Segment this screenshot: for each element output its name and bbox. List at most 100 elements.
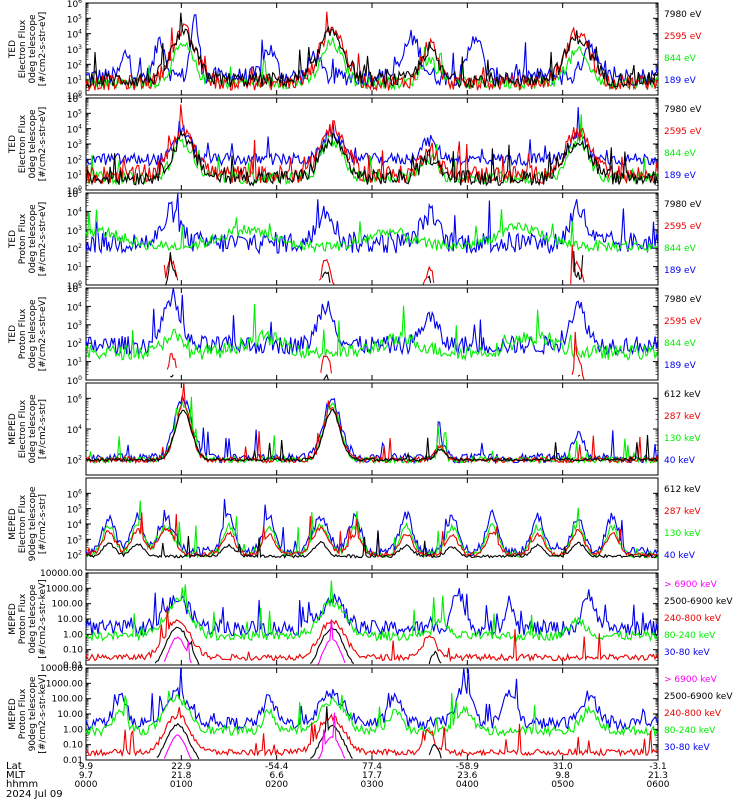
ytick-label: 100.00 [52,600,84,610]
panel-4: 100 101 102 103 104 105 TED Proton Flux 0deg tel… [8,283,702,387]
xtick-label-hhmm: 0300 [361,780,384,790]
legend-entry: 240-800 keV [664,709,722,719]
panel-ylabel: 0deg telescope [28,14,38,84]
panel-ylabel: TED [8,40,18,59]
panel-frame [85,667,659,761]
panel-ylabel: [#/cm2-s-str-eV] [38,12,48,87]
panel-ylabel: MEPED [8,603,18,635]
ytick-label: 102 [67,154,82,166]
legend-entry: 844 eV [664,244,697,254]
xtick-label-mlt: 9.7 [79,771,93,781]
panel-6: 102 103 104 105 106 MEPED Electron Flux 90deg t… [8,477,701,571]
panel-ylabel: 90deg telescope [28,676,38,751]
legend-entry: 240-800 keV [664,614,722,624]
ytick-label: 103 [67,44,82,56]
panel-8: 0.01 0.10 1.00 10.00 100.00 1000.00 10000.00 ME… [8,664,733,766]
series-80-240-kev [85,580,659,643]
ytick-label: 101 [67,170,82,182]
panel-ylabel: [#/cm2-s-str] [38,399,48,459]
legend-entry: 844 eV [664,339,697,349]
legend-entry: 2500-6900 keV [664,597,733,607]
legend-entry: 2595 eV [664,222,702,232]
xtick-label-mlt: 9.8 [556,771,571,781]
legend-entry: 80-240 keV [664,631,716,641]
ytick-label: 106 [67,488,82,500]
legend-entry: 287 keV [664,412,701,422]
panel-5: 102 104 106 MEPED Electron Flux 0deg telescop… [8,382,701,476]
ytick-label: 104 [67,519,82,531]
xtick-label-lat: 31.0 [553,762,573,772]
legend-entry: 612 keV [664,390,701,400]
legend-entry: > 6900 keV [664,675,718,685]
ytick-label: 106 [67,393,82,405]
panel-ylabel: [#/cm2-s-str-keV] [38,674,48,753]
xaxis-date: 2024 Jul 09 [6,789,63,800]
ytick-label: 100 [67,375,82,387]
legend-entry: > 6900 keV [664,580,718,590]
panel-ylabel: MEPED [8,508,18,540]
series-240-800-kev [85,606,659,663]
panel-7: 0.01 0.10 1.00 10.00 100.00 1000.00 10000.00 ME… [8,569,733,671]
panel-ylabel: Proton Flux [18,593,28,644]
ytick-label: 101 [67,357,82,369]
legend-entry: 2595 eV [664,32,702,42]
panel-ylabel: MEPED [8,413,18,445]
ytick-label: 105 [67,13,82,25]
ytick-label: 102 [67,338,82,350]
series-30-80-kev [85,667,659,732]
legend-entry: 189 eV [664,361,697,371]
legend-entry: 287 keV [664,507,701,517]
panel-ylabel: Electron Flux [18,114,28,173]
panel-ylabel: 0deg telescope [28,584,38,654]
legend-entry: 7980 eV [664,295,702,305]
series-612-kev [85,409,659,463]
panel-frame [85,477,659,571]
xtick-label-mlt: 6.6 [270,771,285,781]
series-7980-ev [85,130,659,187]
panel-frame [85,572,659,666]
xtick-label-lat: 22.9 [171,762,191,772]
panel-ylabel: Proton Flux [18,213,28,264]
legend-entry: 40 keV [664,551,696,561]
ytick-label: 101 [67,75,82,87]
legend-entry: 130 keV [664,529,701,539]
ytick-label: 1000.00 [46,679,83,689]
legend-entry: 189 eV [664,266,697,276]
series-287-kev [85,382,659,465]
series-240-800-kev [85,706,659,758]
panel-ylabel: 0deg telescope [28,204,38,274]
xtick-label-mlt: 23.6 [457,771,477,781]
ytick-label: 0.10 [63,646,83,656]
legend-entry: 2500-6900 keV [664,692,733,702]
series-287-kev [85,512,659,559]
series-189-ev [85,287,659,357]
series-612-kev [85,530,659,559]
ytick-label: 0.01 [63,661,83,671]
series-2595-ev [164,245,622,285]
ytick-label: 106 [67,93,82,105]
series-7980-ev [170,375,614,380]
ytick-label: 106 [67,0,82,10]
ytick-label: 102 [67,243,82,255]
legend-entry: 30-80 keV [664,648,710,658]
panel-frame [85,382,659,476]
legend-entry: 612 keV [664,485,701,495]
legend-entry: 189 eV [664,171,697,181]
ytick-label: 102 [67,550,82,562]
xaxis-row-label-hhmm: hhmm [6,779,38,790]
xtick-label-mlt: 21.8 [171,771,191,781]
xtick-label-lat: -58.9 [456,762,480,772]
panel-ylabel: Proton Flux [18,688,28,739]
ytick-label: 105 [67,188,82,200]
panel-ylabel: TED [8,135,18,154]
xtick-label-mlt: 21.3 [648,771,668,781]
series-7980-ev [85,12,659,89]
legend-entry: 30-80 keV [664,743,710,753]
panel-ylabel: 90deg telescope [28,486,38,561]
panel-ylabel: MEPED [8,698,18,730]
ytick-label: 102 [67,455,82,467]
ytick-label: 10000.00 [40,664,83,674]
series-130-kev [85,396,659,465]
ytick-label: 0.01 [63,756,83,766]
